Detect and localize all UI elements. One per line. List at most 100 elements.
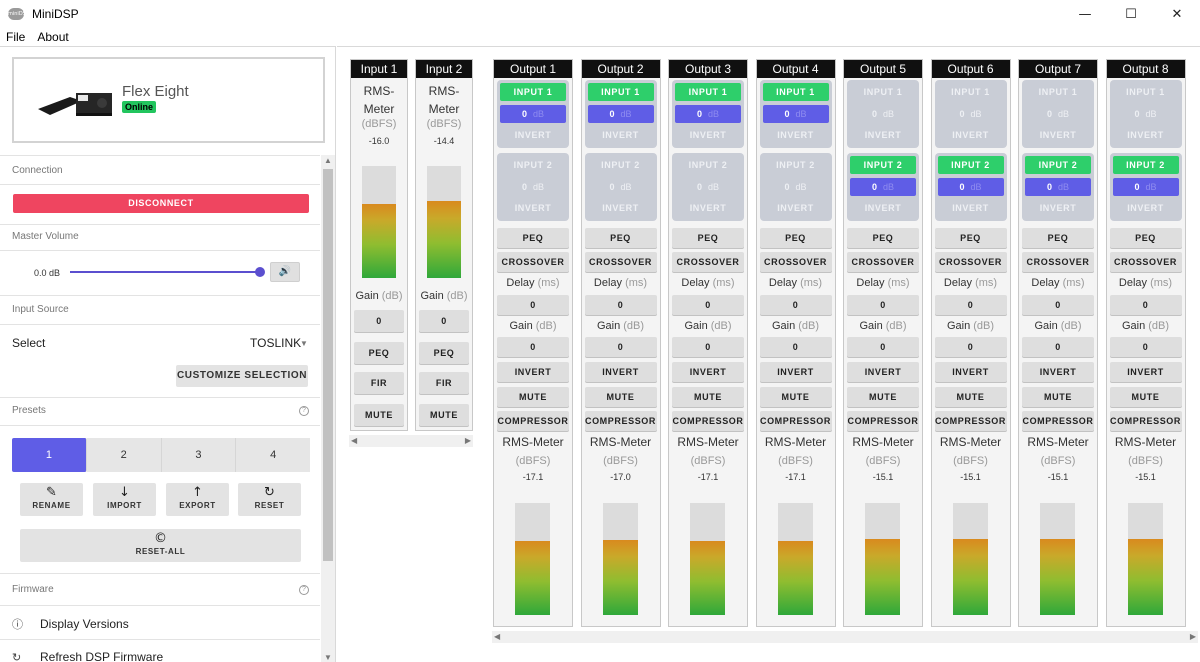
- delay-input[interactable]: 0: [1022, 295, 1094, 315]
- delay-input[interactable]: 0: [672, 295, 744, 315]
- invert-button[interactable]: INVERT: [759, 362, 832, 382]
- invert-button[interactable]: INVERT: [497, 362, 569, 382]
- route-invert-button[interactable]: INVERT: [514, 203, 552, 213]
- peq-button[interactable]: PEQ: [672, 228, 744, 248]
- peq-button[interactable]: PEQ: [584, 228, 657, 248]
- device-card[interactable]: Flex Eight Online: [12, 57, 325, 143]
- input-source-select[interactable]: TOSLINK: [250, 336, 302, 350]
- route-input-button[interactable]: INPUT 1: [500, 83, 566, 101]
- presets-help-icon[interactable]: ?: [299, 406, 309, 416]
- compressor-button[interactable]: COMPRESSOR: [1022, 411, 1094, 431]
- fir-button[interactable]: FIR: [354, 372, 404, 394]
- invert-button[interactable]: INVERT: [1022, 362, 1094, 382]
- route-gain-field[interactable]: 0 dB: [762, 105, 829, 123]
- compressor-button[interactable]: COMPRESSOR: [672, 411, 744, 431]
- refresh-firmware-item[interactable]: ↻ Refresh DSP Firmware: [12, 650, 163, 662]
- route-invert-button[interactable]: INVERT: [602, 130, 639, 140]
- route-input-button[interactable]: INPUT 2: [1025, 156, 1091, 174]
- left-panel-scrollbar[interactable]: ▲ ▼: [321, 155, 335, 662]
- delay-input[interactable]: 0: [759, 295, 832, 315]
- compressor-button[interactable]: COMPRESSOR: [1109, 411, 1182, 431]
- route-invert-button[interactable]: INVERT: [777, 203, 814, 213]
- mute-button[interactable]: MUTE: [1109, 387, 1182, 407]
- crossover-button[interactable]: CROSSOVER: [497, 252, 569, 272]
- import-button[interactable]: ↓ IMPORT: [93, 483, 156, 516]
- reset-button[interactable]: ↻ RESET: [238, 483, 301, 516]
- invert-button[interactable]: INVERT: [672, 362, 744, 382]
- scroll-left-icon[interactable]: ◀: [351, 436, 358, 445]
- peq-button[interactable]: PEQ: [1109, 228, 1182, 248]
- mute-button[interactable]: MUTE: [672, 387, 744, 407]
- gain-input[interactable]: 0: [847, 337, 919, 357]
- peq-button[interactable]: PEQ: [419, 342, 469, 364]
- route-gain-field[interactable]: 0 dB: [675, 105, 741, 123]
- route-input-button[interactable]: INPUT 1: [951, 87, 990, 97]
- route-block-input-1[interactable]: INPUT 1 0 dB INVERT: [497, 80, 569, 148]
- route-block-input-1[interactable]: INPUT 1 0 dB INVERT: [759, 80, 832, 148]
- route-gain-field[interactable]: 0 dB: [1113, 105, 1179, 123]
- gain-input[interactable]: 0: [672, 337, 744, 357]
- route-input-button[interactable]: INPUT 2: [1112, 156, 1179, 174]
- fir-button[interactable]: FIR: [419, 372, 469, 394]
- export-button[interactable]: ↑ EXPORT: [166, 483, 229, 516]
- peq-button[interactable]: PEQ: [1022, 228, 1094, 248]
- outputs-scrollbar[interactable]: ◀ ▶: [492, 631, 1198, 643]
- route-invert-button[interactable]: INVERT: [1039, 130, 1077, 140]
- scrollbar-thumb[interactable]: [323, 169, 333, 561]
- peq-button[interactable]: PEQ: [847, 228, 919, 248]
- crossover-button[interactable]: CROSSOVER: [1022, 252, 1094, 272]
- route-input-button[interactable]: INPUT 2: [513, 160, 553, 170]
- crossover-button[interactable]: CROSSOVER: [847, 252, 919, 272]
- route-gain-field[interactable]: 0 dB: [763, 178, 829, 196]
- gain-input[interactable]: 0: [934, 337, 1007, 357]
- route-invert-button[interactable]: INVERT: [1127, 203, 1164, 213]
- route-gain-field[interactable]: 0 dB: [938, 105, 1004, 123]
- minimize-button[interactable]: —: [1078, 6, 1092, 22]
- compressor-button[interactable]: COMPRESSOR: [847, 411, 919, 431]
- gain-input[interactable]: 0: [1022, 337, 1094, 357]
- route-gain-field[interactable]: 0 dB: [1025, 178, 1091, 196]
- mute-button[interactable]: MUTE: [759, 387, 832, 407]
- route-invert-button[interactable]: INVERT: [514, 130, 552, 140]
- route-block-input-1[interactable]: INPUT 1 0 dB INVERT: [1109, 80, 1182, 148]
- firmware-help-icon[interactable]: ?: [299, 585, 309, 595]
- mute-button[interactable]: MUTE: [497, 387, 569, 407]
- route-invert-button[interactable]: INVERT: [689, 130, 727, 140]
- route-input-button[interactable]: INPUT 1: [587, 83, 654, 101]
- route-invert-button[interactable]: INVERT: [689, 203, 727, 213]
- route-input-button[interactable]: INPUT 2: [776, 160, 815, 170]
- speaker-mute-button[interactable]: 🔊: [270, 262, 300, 282]
- preset-tab-2[interactable]: 2: [86, 438, 162, 472]
- peq-button[interactable]: PEQ: [497, 228, 569, 248]
- route-invert-button[interactable]: INVERT: [777, 130, 814, 140]
- route-input-button[interactable]: INPUT 1: [1038, 87, 1078, 97]
- delay-input[interactable]: 0: [497, 295, 569, 315]
- customize-selection-button[interactable]: CUSTOMIZE SELECTION: [176, 365, 308, 387]
- scroll-down-icon[interactable]: ▼: [324, 653, 332, 662]
- route-invert-button[interactable]: INVERT: [1039, 203, 1077, 213]
- route-gain-field[interactable]: 0 dB: [588, 178, 654, 196]
- mute-button[interactable]: MUTE: [584, 387, 657, 407]
- route-block-input-2[interactable]: INPUT 2 0 dB INVERT: [759, 153, 832, 221]
- route-gain-field[interactable]: 0 dB: [1025, 105, 1091, 123]
- scroll-right-icon[interactable]: ▶: [464, 436, 471, 445]
- route-block-input-2[interactable]: INPUT 2 0 dB INVERT: [672, 153, 744, 221]
- route-block-input-2[interactable]: INPUT 2 0 dB INVERT: [1022, 153, 1094, 221]
- reset-all-button[interactable]: © RESET-ALL: [20, 529, 301, 562]
- route-gain-field[interactable]: 0 dB: [500, 105, 566, 123]
- invert-button[interactable]: INVERT: [1109, 362, 1182, 382]
- route-invert-button[interactable]: INVERT: [952, 130, 989, 140]
- route-block-input-1[interactable]: INPUT 1 0 dB INVERT: [1022, 80, 1094, 148]
- route-block-input-1[interactable]: INPUT 1 0 dB INVERT: [584, 80, 657, 148]
- delay-input[interactable]: 0: [847, 295, 919, 315]
- route-invert-button[interactable]: INVERT: [602, 203, 639, 213]
- master-volume-handle[interactable]: [255, 267, 265, 277]
- preset-tab-4[interactable]: 4: [236, 438, 310, 472]
- route-block-input-2[interactable]: INPUT 2 0 dB INVERT: [1109, 153, 1182, 221]
- inputs-scrollbar[interactable]: ◀ ▶: [349, 435, 473, 447]
- delay-input[interactable]: 0: [934, 295, 1007, 315]
- route-block-input-2[interactable]: INPUT 2 0 dB INVERT: [497, 153, 569, 221]
- route-input-button[interactable]: INPUT 2: [688, 160, 728, 170]
- route-invert-button[interactable]: INVERT: [864, 130, 902, 140]
- route-input-button[interactable]: INPUT 2: [937, 156, 1004, 174]
